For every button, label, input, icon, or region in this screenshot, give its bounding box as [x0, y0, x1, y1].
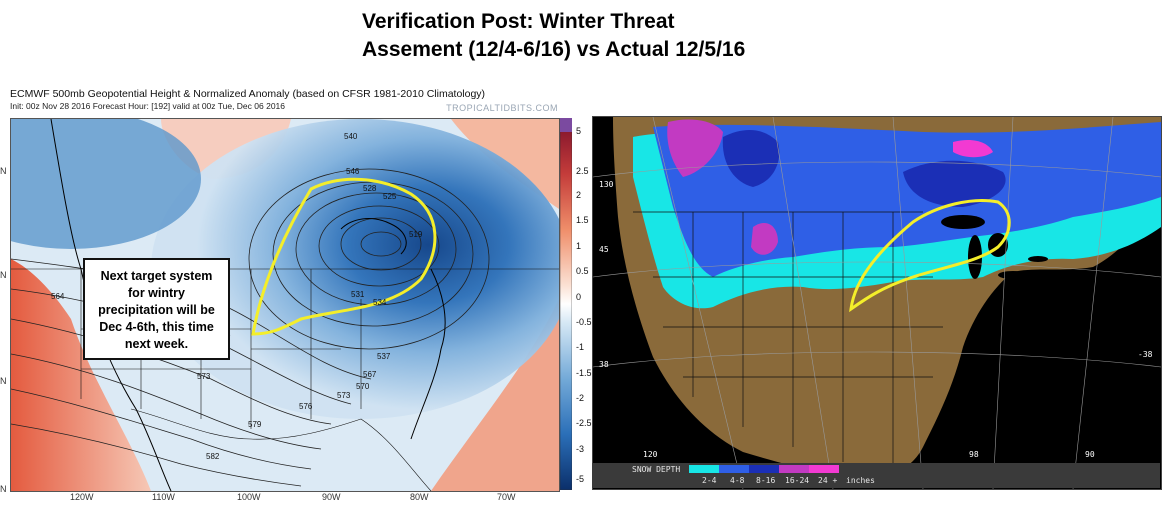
grid-label: 120	[643, 450, 658, 459]
page-title-line-2: Assement (12/4-6/16) vs Actual 12/5/16	[362, 38, 746, 61]
grid-label: 45	[599, 245, 609, 254]
legend-swatch	[809, 465, 839, 473]
legend-swatch	[749, 465, 779, 473]
snow-8-16-west	[722, 130, 780, 187]
legend-title: SNOW DEPTH	[632, 465, 681, 474]
snow-24-plus	[953, 140, 993, 158]
lat-label: N	[0, 484, 7, 494]
colorbar-label: -5	[576, 474, 585, 484]
grid-label: 130	[599, 180, 614, 189]
lon-label: 110W	[152, 492, 175, 502]
page-title: Verification Post: Winter Threat Assemen…	[362, 8, 882, 64]
forecast-map-subtitle: Init: 00z Nov 28 2016 Forecast Hour: [19…	[10, 101, 285, 111]
forecast-map-credit: TROPICALTIDBITS.COM	[446, 103, 558, 113]
grid-label: 98	[969, 450, 979, 459]
legend-units: inches	[846, 476, 875, 485]
forecast-threat-outline	[251, 177, 437, 336]
political-borders	[633, 211, 943, 467]
colorbar-label: 2.5	[576, 166, 589, 176]
contour-label: 567	[363, 370, 377, 379]
snow-16-24	[667, 119, 723, 177]
colorbar-label: 1	[576, 241, 582, 251]
forecast-annotation-box: Next target system for wintry precipitat…	[83, 258, 230, 360]
contour-label: 537	[377, 352, 391, 361]
contour-label: 573	[337, 391, 351, 400]
legend-swatch	[779, 465, 809, 473]
colorbar-label: -0.5	[576, 317, 592, 327]
legend-label: 2-4	[702, 476, 717, 485]
contour-label: 570	[356, 382, 370, 391]
lat-label: N	[0, 270, 7, 280]
lon-label: 70W	[497, 492, 516, 502]
legend-label: 8-16	[756, 476, 776, 485]
colorbar-label: 1.5	[576, 215, 589, 225]
forecast-map-panel: ECMWF 500mb Geopotential Height & Normal…	[0, 88, 592, 505]
warm-anomaly-east	[431, 299, 559, 491]
actual-snow-outline	[849, 199, 1011, 313]
contour-label: 519	[409, 230, 423, 239]
contour-label: 534	[373, 298, 387, 307]
grid-label: 90	[1085, 450, 1095, 459]
colorbar-label: 0.5	[576, 266, 589, 276]
snow-depth-map-svg: 130 45 38 120 98 90 -38	[593, 117, 1161, 489]
colorbar-label: 5	[576, 126, 582, 136]
anomaly-colorbar	[559, 117, 573, 491]
colorbar-labels: 5 2.5 2 1.5 1 0.5 0 -0.5 -1 -1.5 -2 -2.5…	[576, 118, 596, 490]
legend-swatch	[719, 465, 749, 473]
legend-label: 24 +	[818, 476, 838, 485]
colorbar-label: -1	[576, 342, 585, 352]
snow-depth-map: 130 45 38 120 98 90 -38	[592, 116, 1162, 490]
legend-swatch	[689, 465, 719, 473]
lon-label: 120W	[70, 492, 94, 502]
legend-label: 16-24	[785, 476, 810, 485]
colorbar-svg	[559, 117, 573, 491]
grid-label: 38	[599, 360, 609, 369]
forecast-map-image: 540 546 528 525 519 564 558 552 555 561 …	[10, 118, 560, 492]
page-title-line-1: Verification Post: Winter Threat	[362, 10, 675, 33]
lat-lon-grid	[593, 117, 1161, 489]
contour-label: 573	[197, 372, 211, 381]
colorbar-label: -3	[576, 444, 585, 454]
colorbar-label: -1.5	[576, 368, 592, 378]
lon-label: 80W	[410, 492, 429, 502]
contour-label: 528	[363, 184, 377, 193]
contour-label: 525	[383, 192, 397, 201]
colorbar-label: -2.5	[576, 418, 592, 428]
colorbar-label: 2	[576, 190, 582, 200]
forecast-map-title: ECMWF 500mb Geopotential Height & Normal…	[10, 88, 486, 100]
forecast-map-svg: 540 546 528 525 519 564 558 552 555 561 …	[11, 119, 559, 491]
contour-label: 540	[344, 132, 358, 141]
contour-label: 531	[351, 290, 365, 299]
snow-16-24-rockies	[751, 222, 778, 255]
contour-label: 564	[51, 292, 65, 301]
contour-label: 582	[206, 452, 220, 461]
grid-label: -38	[1138, 350, 1153, 359]
lat-label: N	[0, 376, 7, 386]
snow-8-16	[903, 160, 1006, 207]
grid-labels: 130 45 38 120 98 90 -38	[599, 180, 1153, 459]
contour-label: 576	[299, 402, 313, 411]
lon-label: 90W	[322, 492, 341, 502]
contour-label: 546	[346, 167, 360, 176]
colorbar-label: 0	[576, 292, 582, 302]
lon-label: 100W	[237, 492, 261, 502]
colorbar-label: -2	[576, 393, 585, 403]
legend-label: 4-8	[730, 476, 745, 485]
snow-depth-legend: SNOW DEPTH 2-4 4-8 8-16 16-24 24 + inche…	[592, 463, 1160, 488]
cold-anomaly-northwest	[11, 119, 201, 249]
contour-label: 579	[248, 420, 262, 429]
lat-label: N	[0, 166, 7, 176]
